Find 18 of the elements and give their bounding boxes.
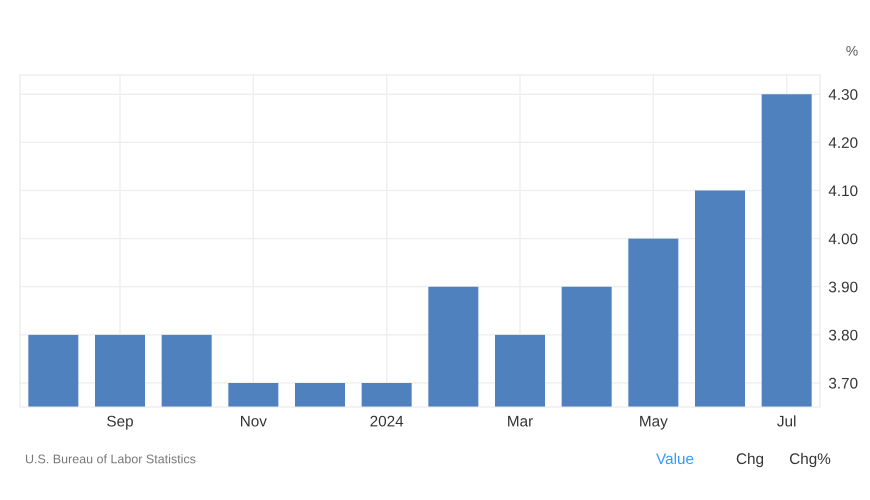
y-axis-title: % [846,46,858,56]
x-tick-label: May [640,416,668,430]
y-tick-label: 3.70 [828,378,858,389]
y-tick-label: 4.00 [828,233,858,244]
x-tick-label: Jul [777,415,796,427]
x-tick-label: Sep [107,416,133,430]
text: Chg [736,452,764,468]
text: Value [656,452,694,464]
y-tick-label: 3.80 [828,330,858,341]
x-tick-label: Mar [508,416,533,427]
y-tick-label: 4.10 [828,185,858,196]
y-tick-label: 4.30 [828,89,858,100]
text: U.S. Bureau of Labor Statistics [26,454,196,464]
x-tick-label: 2024 [370,416,404,427]
y-tick-label: 3.90 [828,282,858,292]
x-tick-label: Nov [241,416,267,427]
text: Chg% [790,452,830,468]
y-tick-label: 4.20 [828,137,858,148]
